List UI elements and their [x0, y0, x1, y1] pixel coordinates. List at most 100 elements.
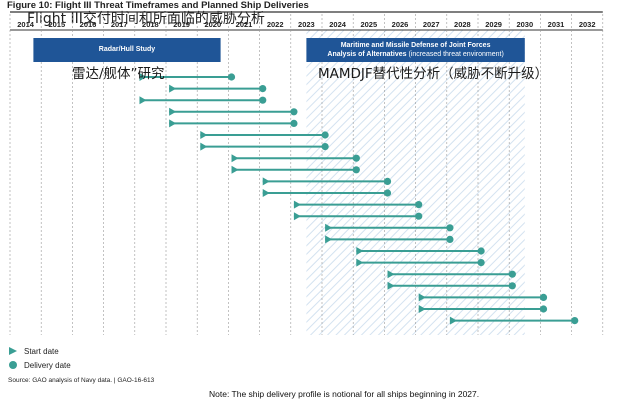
- ship-row: [387, 281, 516, 290]
- year-label-2022: 2022: [267, 20, 284, 29]
- year-label-2017: 2017: [111, 20, 128, 29]
- mamdjf-label-extra: (increased threat environment): [406, 51, 504, 58]
- year-label-2030: 2030: [516, 20, 533, 29]
- mamdjf-aoa-cn: MAMDJF替代性分析（威胁不断升级）: [318, 66, 549, 82]
- start-date-marker: [418, 293, 426, 302]
- start-date-marker: [418, 305, 426, 313]
- year-label-2014: 2014: [17, 20, 35, 29]
- delivery-date-marker: [383, 177, 392, 185]
- timeline-chart: 2014 2015 2016 2017 2018 2019 2020 2021 2022 2023…: [9, 11, 604, 335]
- delivery-date-marker: [383, 189, 392, 197]
- ship-row: [325, 223, 454, 232]
- circle-icon: [9, 361, 17, 369]
- source-text: Source: GAO analysis of Navy data. | GAO…: [8, 377, 155, 384]
- year-label-2027: 2027: [423, 20, 440, 29]
- overlay-title-cn: Flight III交付时间和所面临的威胁分析: [27, 11, 265, 27]
- ship-row: [169, 119, 298, 128]
- delivery-date-marker: [259, 96, 267, 104]
- delivery-date-marker: [321, 131, 329, 139]
- start-date-marker: [262, 177, 270, 186]
- start-date-marker: [262, 189, 270, 197]
- legend-delivery-label: Delivery date: [24, 360, 71, 370]
- start-date-marker: [231, 154, 239, 163]
- delivery-date-marker: [477, 247, 485, 255]
- year-label-2021: 2021: [236, 20, 253, 29]
- start-date-marker: [387, 281, 395, 290]
- ship-row: [139, 73, 236, 81]
- delivery-date-marker: [290, 119, 298, 127]
- start-date-marker: [169, 84, 177, 93]
- ship-row: [449, 316, 579, 325]
- radar-hull-study-cn: 雷达/舰体”研究: [72, 66, 165, 82]
- ship-row: [293, 212, 423, 221]
- legend-start-label: Start date: [24, 346, 59, 356]
- mamdjf-label-line1: Maritime and Missile Defense of Joint Fo…: [340, 42, 491, 49]
- ship-row: [262, 177, 392, 186]
- start-date-marker: [356, 258, 364, 267]
- start-date-marker: [200, 142, 208, 151]
- ship-row: [231, 154, 360, 163]
- delivery-date-marker: [290, 108, 298, 116]
- delivery-date-marker: [446, 224, 454, 232]
- delivery-date-marker: [508, 270, 516, 278]
- ship-row: [262, 189, 392, 197]
- start-date-marker: [449, 316, 457, 325]
- mamdjf-label-bold: Analysis of Alternatives: [327, 51, 407, 58]
- ship-row: [418, 293, 548, 302]
- start-date-marker: [325, 223, 333, 232]
- radar-hull-study-text: Radar/Hull Study: [98, 46, 156, 53]
- start-date-marker: [139, 73, 147, 81]
- start-date-marker: [387, 270, 395, 279]
- ship-row: [293, 200, 423, 209]
- ship-row: [200, 142, 329, 151]
- year-label-2032: 2032: [579, 20, 596, 29]
- ship-row: [418, 305, 548, 313]
- year-label-2026: 2026: [392, 20, 409, 29]
- ship-row: [139, 96, 267, 105]
- ship-row: [387, 270, 516, 279]
- delivery-date-marker: [446, 235, 454, 243]
- figure-title: Figure 10: Flight III Threat Timeframes …: [7, 0, 309, 11]
- radar-hull-study-box: [33, 38, 221, 62]
- radar-hull-study-label: Radar/Hull Study: [33, 45, 220, 54]
- delivery-date-marker: [321, 143, 329, 151]
- mamdjf-aoa-box: [306, 38, 525, 62]
- delivery-date-marker: [352, 154, 360, 162]
- year-label-2016: 2016: [80, 20, 97, 29]
- start-date-marker: [169, 107, 177, 116]
- delivery-date-marker: [477, 259, 485, 267]
- delivery-date-marker: [571, 317, 579, 325]
- start-date-marker: [200, 131, 208, 139]
- delivery-date-marker: [259, 85, 267, 93]
- year-label-2029: 2029: [485, 20, 502, 29]
- year-label-2019: 2019: [173, 20, 190, 29]
- delivery-date-marker: [539, 305, 548, 313]
- start-date-marker: [325, 235, 333, 244]
- delivery-date-marker: [415, 201, 423, 209]
- triangle-icon: [9, 347, 17, 355]
- start-date-marker: [293, 212, 301, 221]
- ship-row: [200, 131, 329, 139]
- note-text: Note: The ship delivery profile is notio…: [209, 389, 480, 399]
- year-label-2023: 2023: [298, 20, 315, 29]
- year-label-2031: 2031: [548, 20, 565, 29]
- start-date-marker: [231, 165, 239, 174]
- year-label-2020: 2020: [204, 20, 221, 29]
- start-date-marker: [169, 119, 177, 128]
- delivery-date-marker: [227, 73, 236, 81]
- year-label-2028: 2028: [454, 20, 471, 29]
- ship-row: [356, 258, 485, 267]
- year-label-2018: 2018: [142, 20, 159, 29]
- legend-start-date: Start date: [8, 346, 59, 356]
- delivery-date-marker: [508, 282, 516, 290]
- year-label-2024: 2024: [329, 20, 347, 29]
- mamdjf-aoa-label: Maritime and Missile Defense of Joint Fo…: [306, 41, 524, 59]
- ship-row: [356, 247, 485, 255]
- delivery-date-marker: [415, 212, 423, 220]
- delivery-date-marker: [352, 166, 360, 174]
- start-date-marker: [139, 96, 147, 105]
- start-date-marker: [356, 247, 364, 255]
- legend-delivery-date: Delivery date: [8, 360, 71, 370]
- ship-row: [169, 84, 267, 93]
- delivery-date-marker: [539, 293, 548, 301]
